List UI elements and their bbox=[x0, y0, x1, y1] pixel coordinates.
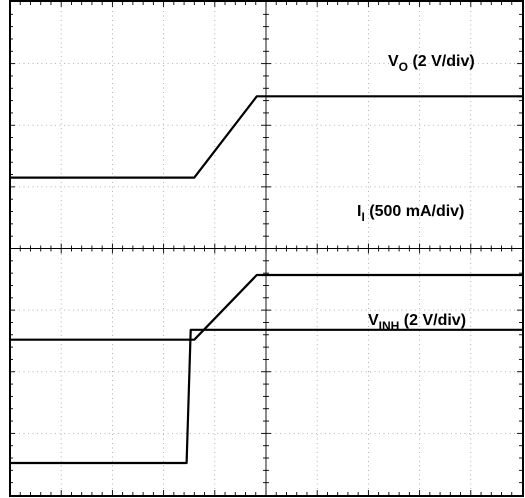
axis-ticks bbox=[10, 2, 522, 495]
plot-frame bbox=[9, 0, 524, 497]
series-label-vinh: VINH (2 V/div) bbox=[368, 312, 466, 333]
trace-ii bbox=[10, 273, 522, 341]
series-label-vo: VO (2 V/div) bbox=[388, 53, 475, 74]
traces bbox=[10, 95, 522, 465]
trace-vo bbox=[10, 95, 522, 179]
series-label-ii: II (500 mA/div) bbox=[357, 203, 464, 224]
trace-vinh bbox=[10, 328, 522, 465]
